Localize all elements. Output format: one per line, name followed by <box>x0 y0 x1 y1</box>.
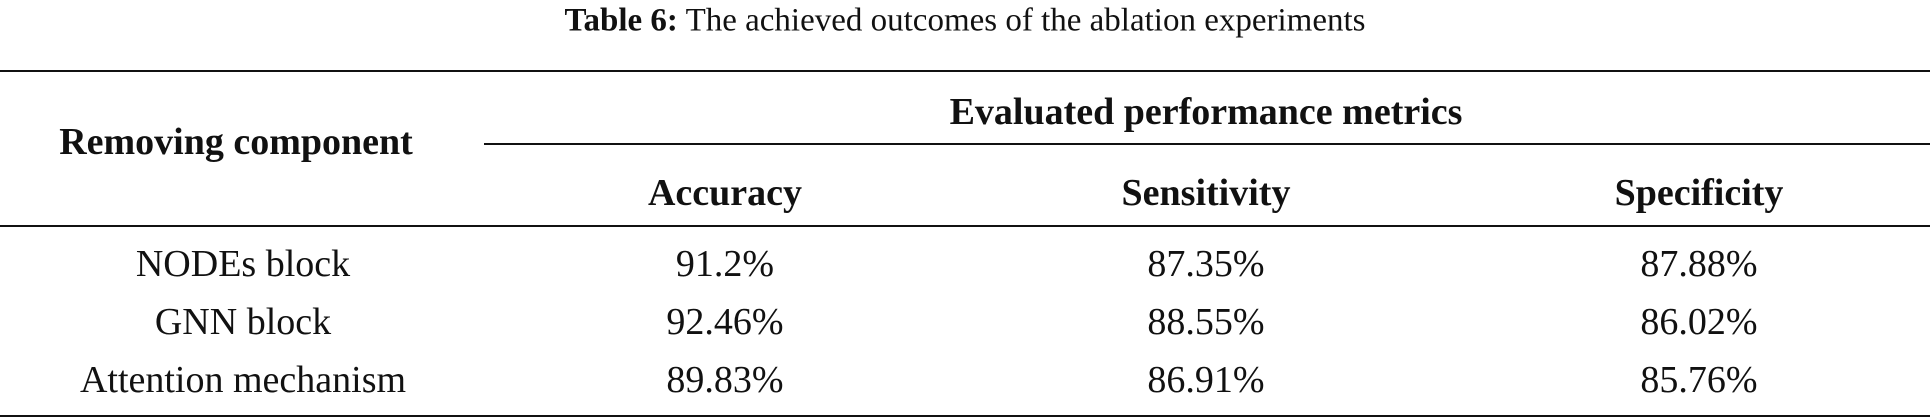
row-label-header: Removing component <box>59 121 413 163</box>
top-rule <box>0 70 1930 72</box>
caption-text: The achieved outcomes of the ablation ex… <box>685 2 1366 39</box>
header-rule <box>0 225 1930 227</box>
group-rule <box>484 143 1930 145</box>
row-label: NODEs block <box>135 243 351 285</box>
bottom-rule <box>0 415 1930 417</box>
cell: 85.76% <box>1640 359 1758 401</box>
caption: Table 6: The achieved outcomes of the ab… <box>564 2 1366 39</box>
column-header: Specificity <box>1614 172 1784 214</box>
column-header: Sensitivity <box>1121 172 1291 214</box>
caption-label: Table 6: <box>564 2 678 39</box>
cell: 92.46% <box>666 301 784 343</box>
cell: 86.91% <box>1147 359 1265 401</box>
cell: 88.55% <box>1147 301 1265 343</box>
row-label: Attention mechanism <box>79 359 407 401</box>
column-header: Accuracy <box>647 172 803 214</box>
cell: 87.35% <box>1147 243 1265 285</box>
group-header: Evaluated performance metrics <box>949 91 1463 133</box>
row-label: GNN block <box>154 301 332 343</box>
cell: 89.83% <box>666 359 784 401</box>
cell: 91.2% <box>675 243 775 285</box>
cell: 86.02% <box>1640 301 1758 343</box>
cell: 87.88% <box>1640 243 1758 285</box>
